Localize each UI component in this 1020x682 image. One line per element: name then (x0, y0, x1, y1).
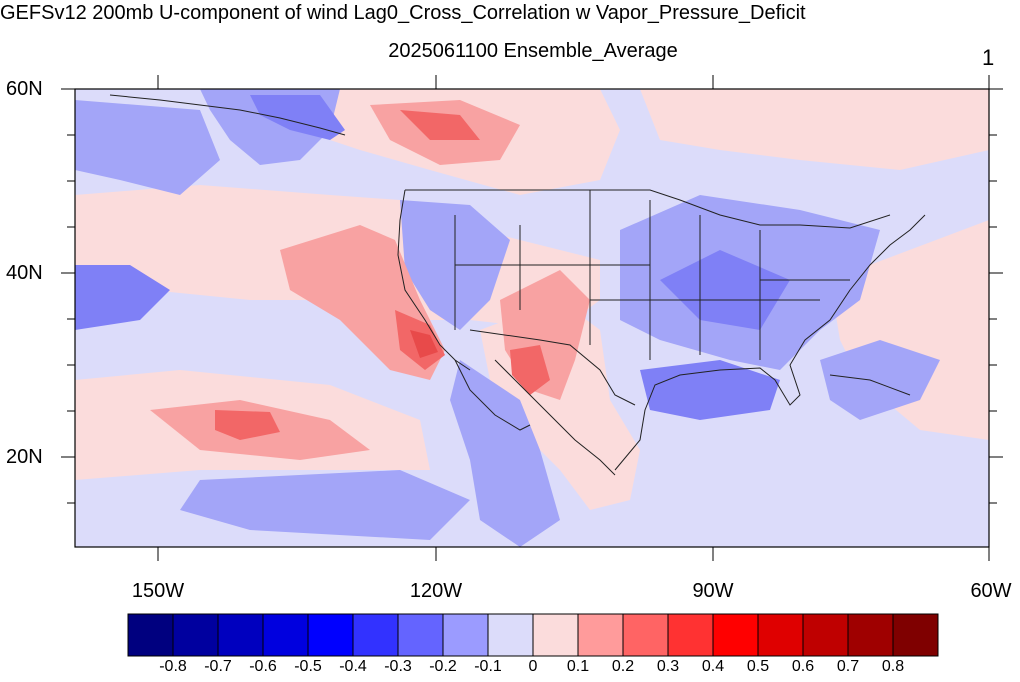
colorbar-label: 0.1 (566, 658, 590, 675)
lon-label-90w: 90W (692, 580, 734, 602)
colorbar-label: -0.5 (294, 658, 322, 675)
colorbar-swatch (892, 613, 939, 657)
state-lines (454, 190, 850, 360)
colorbar-swatch (487, 613, 534, 657)
colorbar-label: -0.7 (204, 658, 232, 675)
coastline-cuba (829, 374, 911, 396)
colorbar-swatch (172, 613, 219, 657)
colorbar-swatch (127, 613, 174, 657)
colorbar-swatch (442, 613, 489, 657)
colorbar-label: 0.8 (881, 658, 905, 675)
colorbar-swatch (757, 613, 804, 657)
field-neg-tropical-band (180, 470, 470, 540)
colorbar-swatch (847, 613, 894, 657)
lon-label-60w: 60W (970, 580, 1012, 602)
colorbar-label: 0.4 (701, 658, 725, 675)
colorbar-swatch (397, 613, 444, 657)
field-neg-gulf-of-mexico (640, 360, 780, 420)
colorbar-swatch (577, 613, 624, 657)
colorbar-label: 0.6 (791, 658, 815, 675)
colorbar-swatch (622, 613, 669, 657)
colorbar-label: -0.4 (339, 658, 367, 675)
panel-number: 1 (982, 45, 995, 70)
colorbar-swatch (667, 613, 714, 657)
colorbar-label: -0.8 (159, 658, 187, 675)
colorbar-label: 0.7 (836, 658, 860, 675)
coastline-baja (454, 359, 531, 431)
lat-label-20n: 20N (6, 446, 43, 468)
colorbar-swatch (262, 613, 309, 657)
colorbar-label: 0 (528, 658, 538, 675)
coastline-alaska (109, 94, 346, 136)
lon-label-150w: 150W (131, 580, 185, 602)
field-pos-subtropical-core (215, 410, 280, 440)
coastline-gulf (614, 214, 926, 471)
field-pos-california-peak (410, 330, 438, 358)
colorbar-swatch (307, 613, 354, 657)
field-pos-band-ne (640, 89, 989, 170)
colorbar-label: 0.2 (611, 658, 635, 675)
colorbar-label: -0.1 (474, 658, 502, 675)
map-field (75, 89, 989, 547)
colorbar-swatch (712, 613, 759, 657)
field-neg-caribbean (820, 340, 940, 420)
colorbar-label: -0.3 (384, 658, 412, 675)
us-canada-border (405, 189, 891, 229)
coastline-west-us (397, 189, 471, 371)
map-frame (74, 88, 990, 548)
plot-subtitle: 2025061100 Ensemble_Average (388, 40, 678, 62)
colorbar-label: 0.5 (746, 658, 770, 675)
colorbar-label: 0.3 (656, 658, 680, 675)
field-neg-eastern-core (660, 250, 790, 330)
colorbar-swatch (217, 613, 264, 657)
plot-title: GEFSv12 200mb U-component of wind Lag0_C… (0, 2, 806, 24)
colorbar-swatch (352, 613, 399, 657)
field-neg-north-pacific (75, 100, 220, 195)
field-pos-canada-peak (400, 110, 480, 140)
lat-label-60n: 60N (6, 78, 43, 100)
lon-label-120w: 120W (409, 580, 463, 602)
lat-label-40n: 40N (6, 262, 43, 284)
axis-ticks (61, 75, 1003, 561)
colorbar-label: -0.2 (429, 658, 457, 675)
colorbar-swatch (532, 613, 579, 657)
map-boundaries (109, 94, 926, 476)
colorbar-swatch (802, 613, 849, 657)
colorbar (127, 613, 939, 657)
field-pos-mexico-core (510, 345, 550, 395)
field-neg-baja-plume (450, 360, 560, 547)
us-mexico-border (469, 329, 636, 406)
coastline-mexico-west (494, 359, 616, 476)
colorbar-label: -0.6 (249, 658, 277, 675)
field-neg-west-pacific (75, 265, 170, 330)
